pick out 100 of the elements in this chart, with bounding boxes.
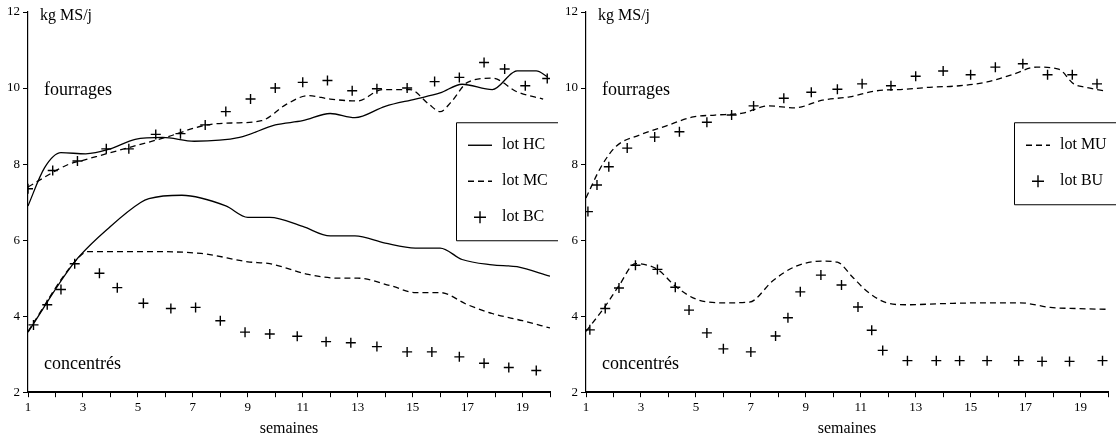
point bbox=[93, 267, 106, 279]
point bbox=[673, 126, 686, 138]
y-tick-label: 10 bbox=[7, 79, 20, 95]
x-tick-label: 9 bbox=[244, 399, 252, 415]
point bbox=[1091, 78, 1103, 90]
point bbox=[877, 344, 889, 357]
point bbox=[214, 315, 227, 327]
point bbox=[123, 143, 135, 155]
x-tick-label: 11 bbox=[296, 399, 309, 415]
x-tick-label: 7 bbox=[747, 399, 755, 415]
x-tick-label: 1 bbox=[24, 399, 32, 415]
point bbox=[264, 328, 276, 340]
point bbox=[428, 75, 441, 88]
point bbox=[453, 351, 466, 363]
point bbox=[683, 304, 695, 316]
y-tick-label: 6 bbox=[13, 231, 21, 247]
x-tick-label: 13 bbox=[909, 399, 923, 415]
point bbox=[478, 357, 490, 370]
point bbox=[100, 143, 112, 155]
point bbox=[778, 92, 790, 105]
legend-label: lot MU bbox=[1060, 135, 1108, 153]
point bbox=[345, 337, 357, 349]
annotation: fourrages bbox=[44, 78, 112, 99]
point bbox=[297, 76, 309, 89]
x-tick-label: 9 bbox=[802, 399, 810, 415]
point bbox=[953, 354, 966, 367]
annotation: concentrés bbox=[602, 352, 679, 373]
point bbox=[220, 105, 232, 118]
y-tick-label: 12 bbox=[565, 3, 578, 19]
point bbox=[794, 286, 806, 298]
point bbox=[629, 259, 642, 271]
point bbox=[401, 82, 413, 94]
point bbox=[591, 179, 603, 191]
point bbox=[150, 128, 162, 141]
x-tick-label: 5 bbox=[134, 399, 142, 415]
x-tick-label: 17 bbox=[1019, 399, 1033, 415]
point bbox=[71, 155, 84, 167]
point bbox=[989, 61, 1002, 73]
annotation: concentrés bbox=[44, 352, 121, 373]
x-tick-label: 5 bbox=[692, 399, 700, 415]
point bbox=[701, 116, 713, 128]
point bbox=[503, 361, 515, 374]
y-tick-label: 8 bbox=[571, 155, 578, 171]
y-tick-label: 2 bbox=[13, 383, 20, 399]
y-axis-title: kg MS/j bbox=[40, 6, 93, 25]
point bbox=[586, 324, 596, 336]
point bbox=[815, 269, 827, 281]
point bbox=[530, 364, 542, 377]
point bbox=[603, 161, 615, 173]
y-tick-label: 4 bbox=[13, 307, 21, 323]
point bbox=[55, 283, 67, 296]
point bbox=[137, 297, 150, 309]
point bbox=[165, 302, 177, 315]
legend-label: lot BC bbox=[502, 207, 545, 225]
y-tick-label: 8 bbox=[13, 155, 20, 171]
point bbox=[866, 324, 878, 336]
point bbox=[717, 343, 730, 355]
point bbox=[291, 330, 303, 343]
point bbox=[1063, 355, 1076, 368]
x-tick-label: 3 bbox=[79, 399, 87, 415]
point bbox=[426, 346, 438, 358]
x-tick-label: 3 bbox=[637, 399, 645, 415]
y-tick-label: 4 bbox=[571, 307, 579, 323]
point bbox=[701, 327, 713, 339]
point bbox=[244, 93, 257, 105]
point bbox=[321, 74, 334, 87]
point bbox=[651, 263, 664, 276]
point bbox=[478, 56, 490, 69]
point bbox=[769, 330, 782, 342]
x-tick-label: 15 bbox=[406, 399, 420, 415]
point bbox=[909, 70, 922, 82]
point bbox=[852, 301, 864, 313]
y-tick-label: 12 bbox=[7, 3, 20, 19]
point bbox=[805, 86, 817, 98]
y-tick-label: 6 bbox=[571, 231, 579, 247]
point bbox=[519, 80, 531, 92]
point bbox=[1096, 354, 1108, 367]
point bbox=[1066, 69, 1078, 81]
point bbox=[1013, 354, 1025, 367]
point bbox=[669, 281, 681, 293]
x-tick-label: 13 bbox=[351, 399, 365, 415]
y-tick-label: 10 bbox=[565, 79, 578, 95]
x-tick-label: 11 bbox=[854, 399, 867, 415]
point bbox=[835, 279, 848, 291]
point bbox=[69, 257, 81, 270]
point bbox=[747, 100, 760, 112]
point bbox=[320, 335, 332, 348]
point bbox=[1017, 58, 1029, 70]
point bbox=[1036, 355, 1048, 368]
x-axis-title: semaines bbox=[259, 418, 319, 436]
x-tick-label: 7 bbox=[189, 399, 197, 415]
point bbox=[648, 131, 661, 143]
point bbox=[831, 83, 844, 95]
point bbox=[269, 82, 281, 94]
x-axis-title: semaines bbox=[817, 418, 877, 436]
point bbox=[28, 319, 40, 331]
point bbox=[937, 65, 949, 77]
point bbox=[199, 119, 211, 131]
point bbox=[371, 340, 383, 353]
legend-label: lot MC bbox=[502, 171, 548, 189]
